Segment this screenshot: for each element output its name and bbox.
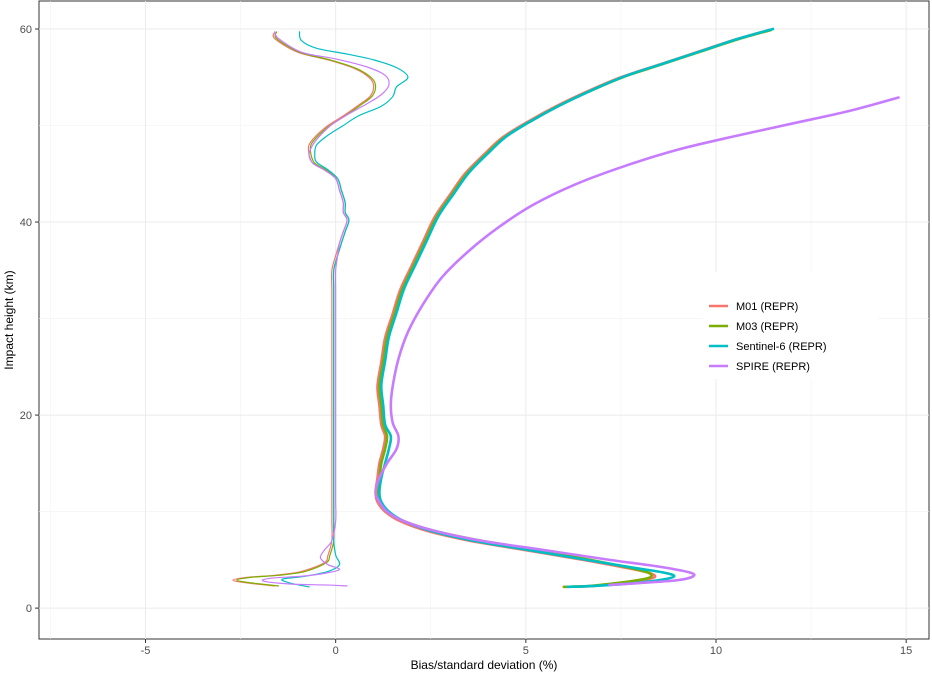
legend: M01 (REPR) M03 (REPR) Sentinel-6 (REPR) SPI… <box>703 272 878 379</box>
x-tick-label: 15 <box>900 645 912 657</box>
series-layer <box>232 27 900 589</box>
y-tick-label: 0 <box>26 603 32 615</box>
legend-label-spire-repr: SPIRE (REPR) <box>736 361 810 373</box>
y-tick-label: 60 <box>20 24 32 36</box>
x-tick-label: 5 <box>523 645 529 657</box>
bias-line-spire-repr <box>261 31 390 587</box>
bias-line-m01-repr <box>232 31 375 587</box>
x-tick-label: 0 <box>333 645 339 657</box>
y-tick-label: 20 <box>20 410 32 422</box>
x-axis-ticks: -5 0 5 10 15 <box>141 639 912 657</box>
x-axis-title: Bias/standard deviation (%) <box>411 658 558 672</box>
y-tick-label: 40 <box>20 217 32 229</box>
bias-line-sentinel-6-repr <box>281 31 409 588</box>
y-axis-title: Impact height (km) <box>2 270 16 369</box>
legend-background <box>703 272 878 379</box>
y-axis-ticks: 0 20 40 60 <box>20 24 39 615</box>
legend-label-sentinel-6-repr: Sentinel-6 (REPR) <box>736 341 826 353</box>
std-line-spire-repr <box>374 96 900 587</box>
std-line-sentinel-6-repr <box>378 27 775 589</box>
legend-label-m03-repr: M03 (REPR) <box>736 321 798 333</box>
x-tick-label: 10 <box>710 645 722 657</box>
legend-label-m01-repr: M01 (REPR) <box>736 301 798 313</box>
x-tick-label: -5 <box>141 645 151 657</box>
